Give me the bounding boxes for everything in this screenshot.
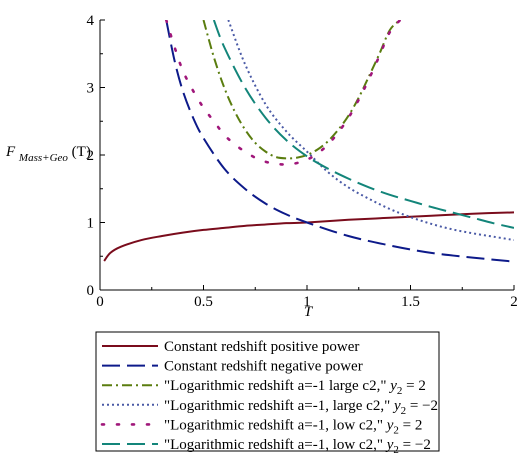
x-tick-label: 0.5: [194, 294, 213, 310]
series-line-1: [103, 211, 514, 262]
series-group: [103, 20, 514, 263]
y-tick-label: 2: [87, 148, 95, 164]
x-tick-label: 0: [96, 294, 104, 310]
legend-entry-4: "Logarithmic redshift a=-1, large c2," y…: [164, 398, 438, 417]
axes: [99, 20, 514, 291]
legend-entry-6: "Logarithmic redshift a=-1, low c2," y2 …: [164, 437, 431, 456]
y-axis-label-arg: (T): [72, 144, 91, 160]
ticks: 0 0.5 1 1.5 2 0 1 2 3 4: [87, 13, 518, 310]
x-tick-label: 1.5: [401, 294, 420, 310]
legend-entry-3: "Logarithmic redshift a=-1 large c2," y2…: [164, 378, 426, 397]
y-axis-label: F Mass+Geo (T): [5, 144, 91, 165]
series-line-5: [164, 20, 402, 166]
legend-entry-1: Constant redshift positive power: [164, 339, 359, 355]
x-tick-label: 2: [510, 294, 518, 310]
legend: Constant redshift positive power Constant…: [100, 339, 438, 456]
series-line-3: [202, 20, 401, 160]
series-line-6: [212, 20, 514, 229]
y-axis-label-sub: Mass+Geo: [18, 152, 68, 164]
x-axis-label: T: [304, 304, 314, 320]
series-line-4: [227, 20, 514, 242]
y-tick-label: 1: [87, 216, 95, 232]
y-tick-label: 3: [87, 81, 95, 97]
series-line-2: [165, 20, 514, 263]
x-tick-label: 1: [303, 294, 311, 310]
legend-box: [95, 331, 440, 452]
y-tick-label: 0: [87, 283, 95, 299]
legend-entry-2: Constant redshift negative power: [164, 359, 363, 375]
y-tick-label: 4: [87, 13, 95, 29]
legend-entry-5: "Logarithmic redshift a=-1, low c2," y2 …: [164, 417, 422, 436]
y-axis-label-main: F: [5, 144, 16, 160]
